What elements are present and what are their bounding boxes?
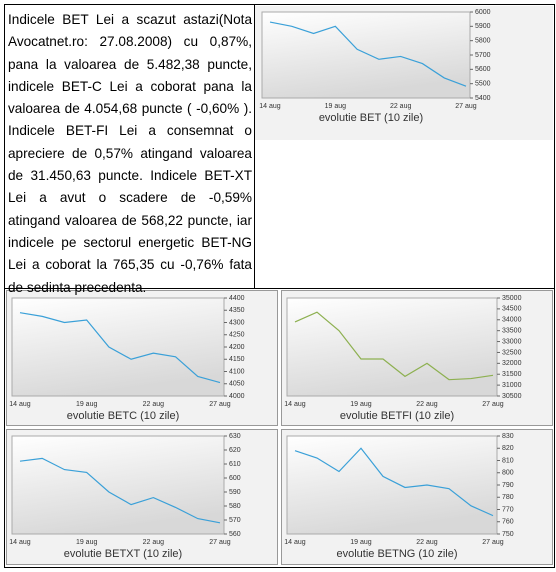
x-tick-label: 22 aug (416, 401, 438, 408)
y-tick-label: 6000 (475, 9, 491, 16)
y-tick-label: 620 (229, 447, 241, 454)
x-tick-label: 27 aug (455, 103, 477, 110)
y-tick-label: 5700 (475, 52, 491, 59)
y-tick-label: 5800 (475, 38, 491, 45)
x-tick-label: 22 aug (143, 401, 165, 408)
y-tick-label: 560 (229, 531, 241, 538)
line (294, 447, 494, 517)
y-tick-label: 830 (502, 433, 514, 440)
x-tick-label: 22 aug (143, 539, 165, 546)
y-tick-label: 4350 (229, 307, 245, 314)
y-tick-label: 4250 (229, 332, 245, 339)
line (19, 312, 221, 384)
x-tick-label: 19 aug (76, 401, 98, 408)
y-tick-label: 33000 (502, 338, 522, 345)
y-tick-label: 4300 (229, 319, 245, 326)
line (294, 311, 494, 381)
y-tick-label: 770 (502, 506, 514, 513)
y-tick-label: 4050 (229, 381, 245, 388)
x-tick-label: 27 aug (482, 401, 504, 408)
plot-area (261, 11, 471, 99)
y-tick-label: 5400 (475, 95, 491, 102)
y-tick-label: 610 (229, 461, 241, 468)
chart-title: evolutie BETC (10 zile) (67, 410, 180, 422)
x-tick-label: 19 aug (350, 539, 372, 546)
y-tick-label: 35000 (502, 295, 522, 302)
y-tick-label: 5500 (475, 81, 491, 88)
x-tick-label: 14 aug (9, 401, 31, 408)
y-tick-label: 4400 (229, 295, 245, 302)
chart-title: evolutie BETXT (10 zile) (64, 548, 182, 560)
paragraph: Indicele BET Lei a scazut astazi(Nota Av… (8, 12, 252, 295)
y-tick-label: 630 (229, 433, 241, 440)
y-tick-label: 780 (502, 494, 514, 501)
x-tick-label: 27 aug (209, 539, 231, 546)
y-tick-label: 760 (502, 519, 514, 526)
plot-area (286, 297, 498, 397)
x-tick-label: 22 aug (416, 539, 438, 546)
x-tick-label: 14 aug (284, 401, 306, 408)
x-tick-label: 14 aug (284, 539, 306, 546)
plot-area (11, 435, 225, 535)
y-tick-label: 34500 (502, 306, 522, 313)
plot-area (11, 297, 225, 397)
x-tick-label: 22 aug (390, 103, 412, 110)
chart-title: evolutie BETNG (10 zile) (336, 548, 457, 560)
y-tick-label: 800 (502, 470, 514, 477)
plot-area (286, 435, 498, 535)
x-tick-label: 27 aug (209, 401, 231, 408)
y-tick-label: 32500 (502, 349, 522, 356)
y-tick-label: 4100 (229, 368, 245, 375)
y-tick-label: 570 (229, 517, 241, 524)
x-tick-label: 19 aug (350, 401, 372, 408)
y-tick-label: 820 (502, 445, 514, 452)
y-tick-label: 590 (229, 489, 241, 496)
y-tick-label: 810 (502, 457, 514, 464)
line (269, 21, 467, 87)
line (19, 457, 221, 524)
y-tick-label: 32000 (502, 360, 522, 367)
y-tick-label: 33500 (502, 328, 522, 335)
y-tick-label: 600 (229, 475, 241, 482)
y-tick-label: 4000 (229, 393, 245, 400)
x-tick-label: 19 aug (325, 103, 347, 110)
y-tick-label: 31500 (502, 371, 522, 378)
chart-title: evolutie BETFI (10 zile) (340, 410, 454, 422)
x-tick-label: 14 aug (259, 103, 281, 110)
x-tick-label: 19 aug (76, 539, 98, 546)
y-tick-label: 790 (502, 482, 514, 489)
y-tick-label: 580 (229, 503, 241, 510)
x-tick-label: 27 aug (482, 539, 504, 546)
y-tick-label: 4150 (229, 356, 245, 363)
y-tick-label: 5600 (475, 66, 491, 73)
y-tick-label: 31000 (502, 382, 522, 389)
y-tick-label: 5900 (475, 23, 491, 30)
chart-title: evolutie BET (10 zile) (319, 112, 423, 124)
y-tick-label: 4200 (229, 344, 245, 351)
table-borders (4, 4, 555, 568)
y-tick-label: 34000 (502, 317, 522, 324)
x-tick-label: 14 aug (9, 539, 31, 546)
y-tick-label: 750 (502, 531, 514, 538)
cell-borders (6, 290, 553, 565)
y-tick-label: 30500 (502, 393, 522, 400)
